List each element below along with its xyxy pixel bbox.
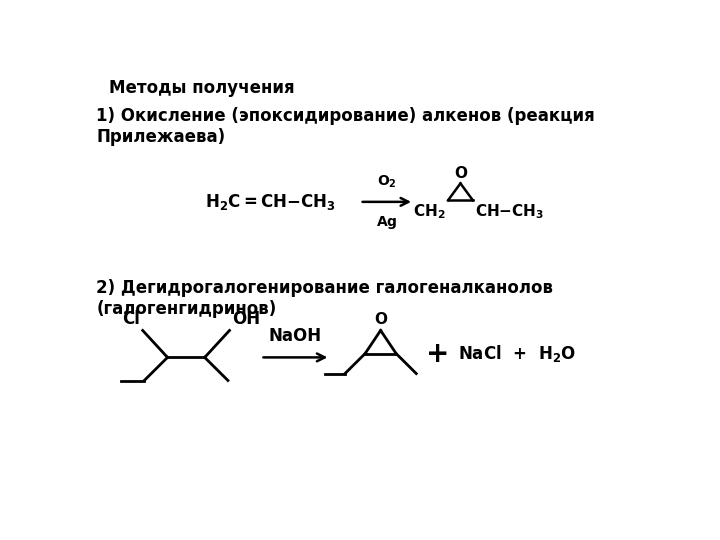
Text: OH: OH	[233, 310, 261, 328]
Text: 1) Окисление (эпоксидирование) алкенов (реакция
Прилежаева): 1) Окисление (эпоксидирование) алкенов (…	[96, 107, 595, 146]
Text: $\mathbf{CH_2}$: $\mathbf{CH_2}$	[413, 202, 446, 220]
Text: O: O	[454, 166, 467, 181]
Text: $\mathbf{CH{-}CH_3}$: $\mathbf{CH{-}CH_3}$	[475, 202, 544, 220]
Text: Методы получения: Методы получения	[109, 79, 295, 97]
Text: $\mathbf{O_2}$: $\mathbf{O_2}$	[377, 173, 397, 190]
Text: NaOH: NaOH	[269, 327, 322, 345]
Text: O: O	[374, 312, 387, 327]
Text: NaCl  +  $\mathbf{H_2O}$: NaCl + $\mathbf{H_2O}$	[458, 343, 576, 364]
Text: +: +	[426, 340, 449, 368]
Text: Cl: Cl	[122, 310, 140, 328]
Text: $\mathbf{Ag}$: $\mathbf{Ag}$	[376, 214, 397, 231]
Text: 2) Дегидрогалогенирование галогеналканолов
(галогенгидринов): 2) Дегидрогалогенирование галогеналканол…	[96, 279, 553, 318]
Text: $\mathbf{H_2C{=}CH{-}CH_3}$: $\mathbf{H_2C{=}CH{-}CH_3}$	[204, 192, 336, 212]
